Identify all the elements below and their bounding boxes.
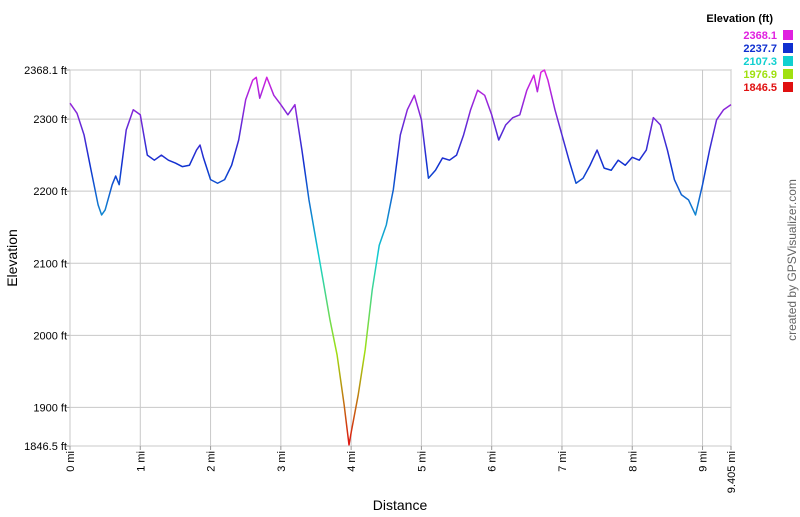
legend-swatch: [783, 30, 793, 40]
x-tick-label: 1 mi: [135, 451, 147, 472]
y-tick-label: 1846.5 ft: [24, 441, 67, 453]
y-tick-label: 2300 ft: [33, 114, 67, 126]
x-tick-label: 6 mi: [487, 451, 499, 472]
legend-swatch: [783, 56, 793, 66]
legend-label: 2107.3: [743, 56, 777, 68]
legend-label: 1846.5: [743, 82, 777, 94]
x-tick-label: 3 mi: [276, 451, 288, 472]
y-tick-label: 2200 ft: [33, 186, 67, 198]
y-axis-label: Elevation: [4, 229, 20, 287]
legend-swatch: [783, 43, 793, 53]
x-tick-label: 9 mi: [698, 451, 710, 472]
x-tick-label: 0 mi: [65, 451, 77, 472]
y-tick-label: 2000 ft: [33, 330, 67, 342]
x-tick-label: 9.405 mi: [726, 451, 738, 493]
legend-swatch: [783, 82, 793, 92]
y-tick-label: 2100 ft: [33, 258, 67, 270]
x-tick-label: 8 mi: [627, 451, 639, 472]
legend-swatch: [783, 69, 793, 79]
x-axis-label: Distance: [373, 497, 428, 513]
x-tick-label: 7 mi: [557, 451, 569, 472]
x-tick-label: 4 mi: [346, 451, 358, 472]
x-tick-label: 2 mi: [206, 451, 218, 472]
y-tick-label: 1900 ft: [33, 402, 67, 414]
legend-title: Elevation (ft): [706, 13, 773, 25]
y-tick-label: 2368.1 ft: [24, 65, 67, 77]
legend-label: 1976.9: [743, 69, 777, 81]
legend-label: 2237.7: [743, 43, 777, 55]
elevation-line: [69, 69, 732, 446]
legend-label: 2368.1: [743, 30, 777, 42]
credit: created by GPSVisualizer.com: [785, 179, 799, 341]
x-tick-label: 5 mi: [416, 451, 428, 472]
